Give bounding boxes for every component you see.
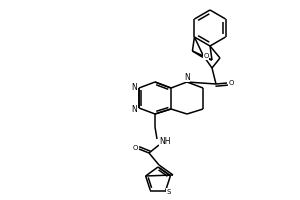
- Text: N: N: [131, 84, 137, 92]
- Text: O: O: [132, 145, 138, 151]
- Text: S: S: [167, 189, 171, 195]
- Text: N: N: [131, 104, 137, 114]
- Text: NH: NH: [159, 136, 171, 146]
- Text: O: O: [228, 80, 234, 86]
- Text: O: O: [203, 53, 209, 60]
- Text: N: N: [184, 72, 190, 82]
